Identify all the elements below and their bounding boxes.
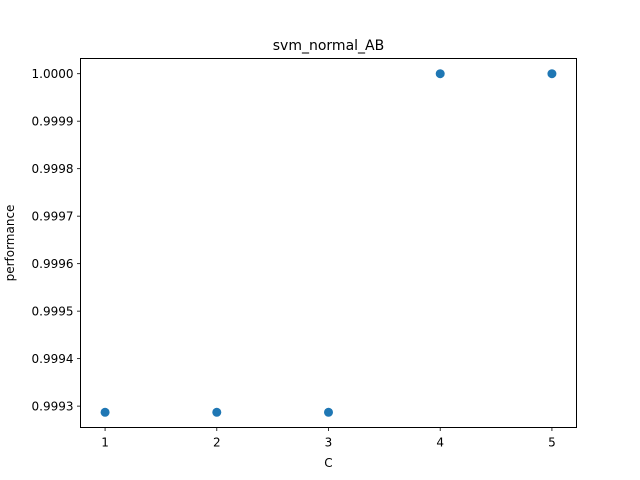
x-tick-label: 5 [548,436,556,450]
data-point [547,69,557,79]
chart-title: svm_normal_AB [273,38,384,54]
x-tick-label: 3 [325,436,333,450]
data-point [100,407,110,417]
x-tick-label: 1 [101,436,109,450]
plot-area-frame [80,58,577,428]
data-point [435,69,445,79]
y-axis-ticks: 0.9993 0.9994 0.9995 0.9996 0.9997 0.9998 0.99… [32,67,81,413]
y-tick-label: 0.9999 [32,114,74,128]
data-point [212,407,222,417]
y-tick-label: 0.9997 [32,209,74,223]
y-tick-label: 0.9998 [32,162,74,176]
y-tick-label: 1.0000 [32,67,74,81]
data-points [100,69,557,417]
x-axis-ticks: 1 2 3 4 5 [101,427,556,450]
x-tick-label: 2 [213,436,221,450]
data-point [324,407,333,417]
y-tick-label: 0.9995 [32,304,74,318]
y-tick-label: 0.9993 [32,399,74,413]
y-tick-label: 0.9994 [32,352,74,366]
x-axis-label: C [324,456,332,470]
x-tick-label: 4 [436,436,444,450]
y-axis-label: performance [3,205,17,282]
y-tick-label: 0.9996 [32,257,74,271]
